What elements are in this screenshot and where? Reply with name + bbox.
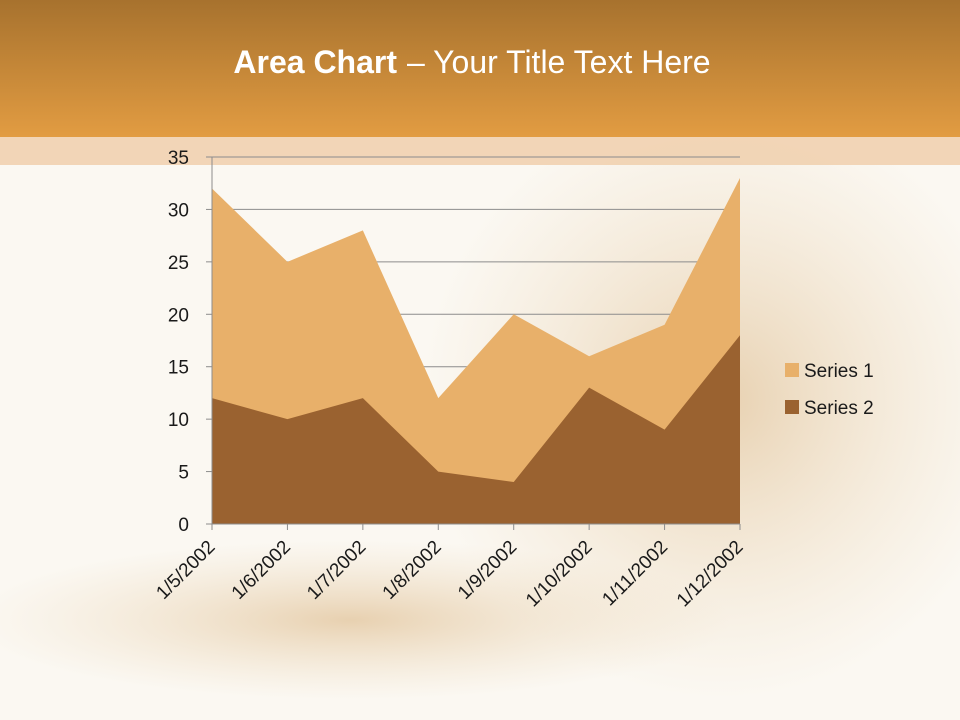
y-tick-label: 35 — [168, 148, 189, 169]
legend-label: Series 1 — [804, 361, 874, 382]
y-tick-label: 10 — [168, 410, 189, 431]
y-tick-label: 25 — [168, 253, 189, 274]
header — [0, 0, 960, 137]
legend-label: Series 2 — [804, 398, 874, 419]
y-tick-label: 0 — [178, 515, 189, 536]
area — [212, 335, 740, 524]
background-image — [0, 540, 730, 700]
legend-swatch — [785, 400, 799, 414]
y-tick-label: 15 — [168, 358, 189, 379]
y-tick-label: 20 — [168, 305, 189, 326]
slide-title: Area Chart – Your Title Text Here — [233, 44, 710, 80]
title-bold: Area Chart — [233, 44, 397, 80]
y-tick-label: 30 — [168, 200, 189, 221]
y-tick-label: 5 — [178, 463, 189, 484]
header-band — [0, 137, 960, 165]
legend-swatch — [785, 363, 799, 377]
title-rest: – Your Title Text Here — [407, 44, 711, 80]
